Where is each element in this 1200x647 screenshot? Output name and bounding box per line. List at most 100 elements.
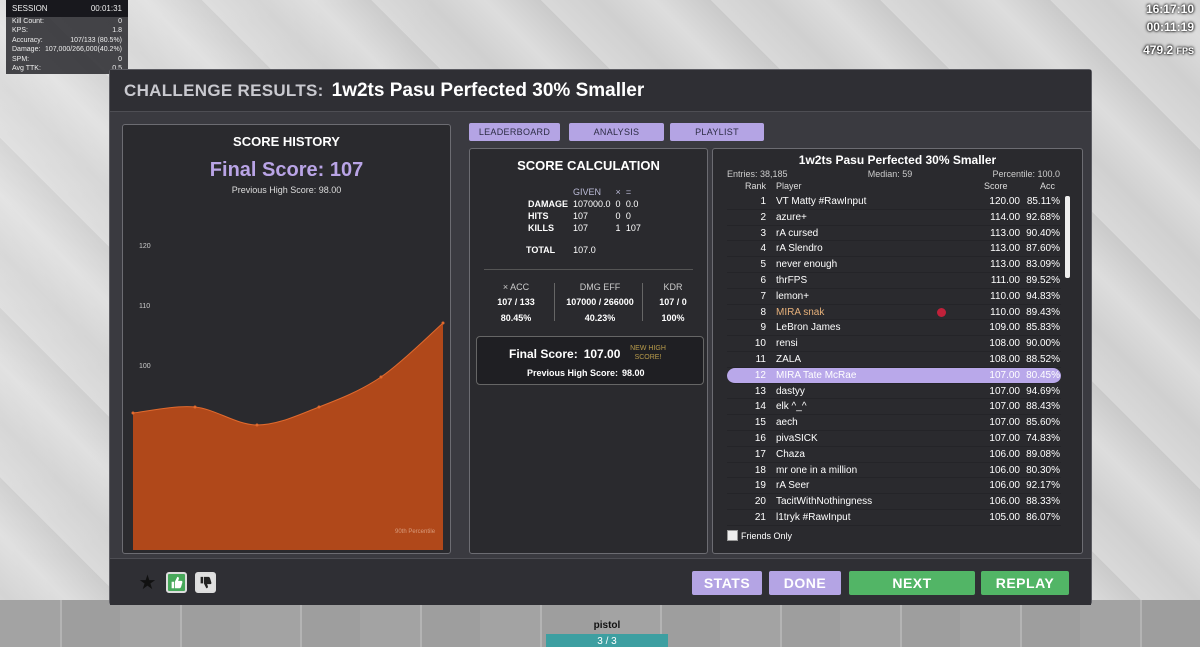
- calc-row-result: 0.0: [625, 199, 639, 209]
- row-player: MIRA snak: [776, 306, 825, 318]
- leaderboard-row[interactable]: 9 LeBron James 109.00 85.83%: [727, 320, 1061, 337]
- row-player: lemon+: [776, 290, 810, 302]
- leaderboard-median: Median: 59: [867, 169, 913, 179]
- weapon-name: pistol: [593, 620, 621, 631]
- row-score: 106.00: [989, 448, 1020, 460]
- row-score: 106.00: [989, 464, 1020, 476]
- leaderboard-row[interactable]: 7 lemon+ 110.00 94.83%: [727, 289, 1061, 305]
- row-rank: 16: [754, 432, 766, 444]
- score-history-panel: SCORE HISTORY Final Score: 107 Previous …: [122, 124, 451, 554]
- metric-dmg-pct: 40.23%: [584, 313, 616, 323]
- leaderboard-row[interactable]: 16 pivaSICK 107.00 74.83%: [727, 431, 1061, 447]
- tab-analysis[interactable]: ANALYSIS: [569, 123, 664, 141]
- row-acc: 89.43%: [1026, 306, 1060, 318]
- session-header: SESSION 00:01:31: [6, 0, 128, 17]
- leaderboard-row[interactable]: 5 never enough 113.00 83.09%: [727, 257, 1061, 273]
- thumbs-down-icon[interactable]: [195, 572, 216, 593]
- leaderboard-row[interactable]: 10 rensi 108.00 90.00%: [727, 336, 1061, 352]
- metric-kdr-value: 107 / 0: [659, 297, 687, 307]
- leaderboard-row[interactable]: 18 mr one in a million 106.00 80.30%: [727, 463, 1061, 479]
- row-player: VT Matty #RawInput: [776, 196, 867, 207]
- row-player: MIRA Tate McRae: [776, 369, 857, 381]
- player-badge-icon: [937, 307, 946, 317]
- stats-button[interactable]: STATS: [692, 571, 762, 595]
- leaderboard-percentile: Percentile: 100.0: [992, 169, 1060, 179]
- metric-accuracy: × ACC 107 / 133 80.45%: [488, 282, 544, 329]
- score-point[interactable]: [379, 375, 383, 379]
- row-player: mr one in a million: [776, 464, 858, 476]
- session-stat-value: 107/133 (80.5%): [70, 36, 122, 44]
- row-acc: 88.33%: [1026, 496, 1060, 508]
- row-rank: 13: [754, 385, 766, 397]
- final-score: Final Score: 107.00: [509, 347, 620, 361]
- star-icon[interactable]: ★: [138, 572, 157, 594]
- row-rank: 21: [754, 511, 766, 523]
- leaderboard-rows: 1 VT Matty #RawInput 120.00 85.11% 2 azur…: [727, 194, 1061, 526]
- column-player: Player: [776, 181, 802, 191]
- row-player: elk ^_^: [776, 401, 807, 413]
- done-button[interactable]: DONE: [769, 571, 841, 595]
- column-acc: Acc: [1040, 181, 1056, 191]
- session-stat-row: SPM: 0: [6, 55, 128, 64]
- metric-dmg-value: 107000 / 266000: [566, 297, 634, 307]
- challenge-results-window: CHALLENGE RESULTS: 1w2ts Pasu Perfected …: [109, 69, 1092, 605]
- leaderboard-row[interactable]: 1 VT Matty #RawInput 120.00 85.11%: [727, 194, 1061, 210]
- row-player: rA cursed: [776, 227, 819, 239]
- calc-row-given: 107: [573, 223, 589, 233]
- leaderboard-row[interactable]: 14 elk ^_^ 107.00 88.43%: [727, 399, 1061, 416]
- row-player: azure+: [776, 211, 807, 223]
- friends-only-checkbox[interactable]: [727, 530, 738, 541]
- score-point[interactable]: [131, 411, 135, 415]
- leaderboard-row[interactable]: 11 ZALA 108.00 88.52%: [727, 352, 1061, 368]
- leaderboard-row[interactable]: 2 azure+ 114.00 92.68%: [727, 210, 1061, 226]
- calc-row-mult: 0: [615, 211, 621, 221]
- metric-dmg-head: DMG EFF: [579, 282, 621, 292]
- row-player: l1tryk #RawInput: [776, 511, 851, 523]
- row-acc: 90.40%: [1026, 227, 1060, 239]
- thumbs-up-icon[interactable]: [166, 572, 187, 593]
- row-acc: 88.52%: [1026, 353, 1060, 365]
- leaderboard-row[interactable]: 3 rA cursed 113.00 90.40%: [727, 226, 1061, 242]
- row-score: 113.00: [990, 227, 1020, 239]
- leaderboard-row[interactable]: 17 Chaza 106.00 89.08%: [727, 447, 1061, 463]
- friends-only-toggle[interactable]: Friends Only: [727, 530, 792, 541]
- row-acc: 94.69%: [1026, 385, 1060, 397]
- calc-row-result: 0: [625, 211, 631, 221]
- score-point[interactable]: [255, 423, 259, 427]
- leaderboard-row[interactable]: 13 dastyy 107.00 94.69%: [727, 384, 1061, 400]
- bottom-action-bar: ★ STATS DONE NEXT REPLAY: [110, 558, 1091, 605]
- row-score: 109.00: [989, 322, 1020, 334]
- row-acc: 92.68%: [1026, 211, 1060, 223]
- row-acc: 92.17%: [1026, 480, 1060, 492]
- score-point[interactable]: [317, 405, 321, 409]
- leaderboard-row[interactable]: 8 MIRA snak 110.00 89.43%: [727, 305, 1061, 321]
- row-score: 111.00: [990, 274, 1020, 286]
- calc-table: GIVEN × = DAMAGE 107000.0 0 0.0 HITS 107 …: [526, 185, 646, 235]
- leaderboard-row[interactable]: 4 rA Slendro 113.00 87.60%: [727, 241, 1061, 258]
- score-area: [133, 323, 443, 550]
- row-rank: 7: [760, 290, 766, 302]
- leaderboard-row[interactable]: 15 aech 107.00 85.60%: [727, 415, 1061, 431]
- leaderboard-row[interactable]: 12 MIRA Tate McRae 107.00 80.45%: [727, 367, 1061, 384]
- calc-head-given: GIVEN: [573, 187, 602, 197]
- tab-playlist[interactable]: PLAYLIST: [670, 123, 764, 141]
- tab-leaderboard[interactable]: LEADERBOARD: [469, 123, 560, 141]
- leaderboard-row[interactable]: 21 l1tryk #RawInput 105.00 86.07%: [727, 510, 1061, 526]
- leaderboard-scrollbar[interactable]: [1065, 196, 1070, 278]
- row-rank: 20: [754, 496, 766, 508]
- leaderboard-row[interactable]: 6 thrFPS 111.00 89.52%: [727, 273, 1061, 289]
- row-score: 120.00: [989, 196, 1020, 207]
- session-stat-row: Avg TTK: 0.5: [6, 64, 128, 73]
- row-acc: 86.07%: [1026, 511, 1060, 523]
- row-acc: 85.60%: [1026, 417, 1060, 429]
- session-stat-value: 0.5: [112, 64, 122, 73]
- row-score: 107.00: [989, 385, 1020, 397]
- score-point[interactable]: [441, 321, 445, 325]
- session-title: SESSION: [12, 4, 48, 13]
- next-button[interactable]: NEXT: [849, 571, 975, 595]
- leaderboard-row[interactable]: 19 rA Seer 106.00 92.17%: [727, 478, 1061, 495]
- row-score: 107.00: [989, 432, 1020, 444]
- replay-button[interactable]: REPLAY: [981, 571, 1069, 595]
- leaderboard-row[interactable]: 20 TacitWithNothingness 106.00 88.33%: [727, 494, 1061, 510]
- score-point[interactable]: [193, 405, 197, 409]
